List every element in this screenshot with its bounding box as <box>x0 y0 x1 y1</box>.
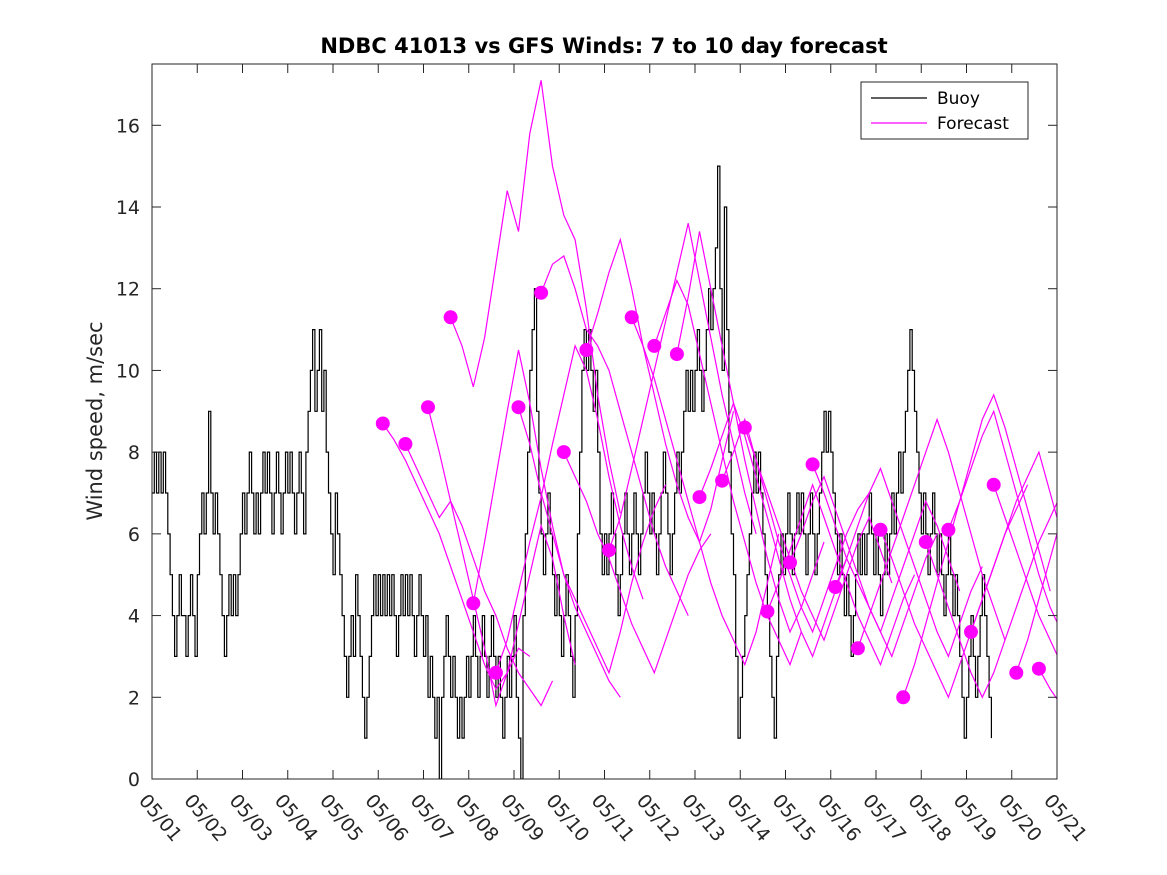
forecast-start-point-3 <box>421 400 435 415</box>
forecast-start-point-25 <box>918 535 933 549</box>
forecast-start-point-10 <box>579 343 594 357</box>
forecast-start-point-11 <box>602 543 616 558</box>
forecast-start-point-16 <box>715 473 730 488</box>
y-tick-label: 2 <box>128 687 140 709</box>
y-tick-label: 4 <box>128 606 140 628</box>
forecast-start-point-13 <box>647 338 662 353</box>
forecast-series-line-10 <box>585 237 735 544</box>
y-tick-label: 12 <box>116 279 140 301</box>
y-tick-label: 14 <box>116 197 140 219</box>
forecast-series-line-8 <box>540 255 689 616</box>
forecast-start-point-8 <box>534 285 549 300</box>
forecast-series-line-6 <box>495 344 644 673</box>
forecast-series-line-7 <box>517 407 667 675</box>
forecast-start-point-1 <box>375 416 390 431</box>
y-tick-label: 6 <box>128 524 140 546</box>
legend-label-buoy: Buoy <box>937 89 980 109</box>
forecast-series-line-1 <box>382 423 531 691</box>
forecast-series-line-9 <box>563 451 712 675</box>
plot-area <box>152 80 1057 779</box>
y-tick-label: 16 <box>116 115 140 137</box>
forecast-series-line-19 <box>789 475 938 659</box>
forecast-start-point-29 <box>1009 665 1024 680</box>
forecast-start-point-5 <box>466 596 481 611</box>
forecast-start-point-18 <box>760 604 775 619</box>
forecast-series-line-11 <box>608 223 757 551</box>
forecast-series-line-17 <box>744 427 893 642</box>
forecast-series-line-14 <box>676 231 825 634</box>
forecast-series-line-3 <box>427 407 576 708</box>
forecast-series-line-20 <box>812 464 961 634</box>
forecast-start-point-7 <box>511 400 526 415</box>
forecast-series-line-26 <box>947 409 1057 624</box>
forecast-series-line-29 <box>1015 531 1057 673</box>
forecast-series-line-27 <box>970 450 1057 633</box>
forecast-start-point-23 <box>873 522 888 537</box>
forecast-start-point-30 <box>1031 661 1046 676</box>
forecast-start-point-20 <box>805 457 820 472</box>
forecast-start-point-26 <box>941 522 956 537</box>
forecast-start-point-9 <box>556 445 571 460</box>
forecast-start-point-12 <box>624 310 639 325</box>
forecast-series-line-24 <box>902 393 1051 698</box>
forecast-start-point-2 <box>398 437 413 451</box>
forecast-start-point-28 <box>986 477 1001 492</box>
forecast-series-line-22 <box>857 417 1006 649</box>
legend-box <box>860 81 1029 140</box>
chart-title: NDBC 41013 vs GFS Winds: 7 to 10 day for… <box>320 34 887 58</box>
forecast-series-line-18 <box>766 482 916 667</box>
legend-label-forecast: Forecast <box>937 114 1009 134</box>
forecast-series-line-5 <box>472 349 621 698</box>
forecast-series-line-25 <box>925 501 1057 699</box>
forecast-start-point-27 <box>964 624 978 639</box>
y-axis-label: Wind speed, m/sec <box>83 321 107 520</box>
forecast-start-point-24 <box>896 690 911 705</box>
forecast-start-point-17 <box>737 420 752 435</box>
forecast-series-line-15 <box>698 401 848 659</box>
forecast-start-point-4 <box>443 310 458 325</box>
forecast-start-point-15 <box>692 490 707 505</box>
forecast-start-point-21 <box>828 580 843 594</box>
forecast-start-point-19 <box>783 555 797 570</box>
buoy-series-line <box>152 165 992 779</box>
legend: Buoy Forecast <box>860 81 1029 140</box>
forecast-start-point-22 <box>850 641 865 656</box>
forecast-series-line-12 <box>631 317 780 667</box>
y-tick-label: 8 <box>128 442 140 464</box>
forecast-series-line-21 <box>834 466 983 659</box>
y-tick-label: 0 <box>128 769 140 791</box>
forecast-series-line-28 <box>993 484 1057 657</box>
y-tick-label: 10 <box>116 360 140 382</box>
forecast-start-point-6 <box>488 665 503 680</box>
forecast-start-point-14 <box>669 347 684 362</box>
